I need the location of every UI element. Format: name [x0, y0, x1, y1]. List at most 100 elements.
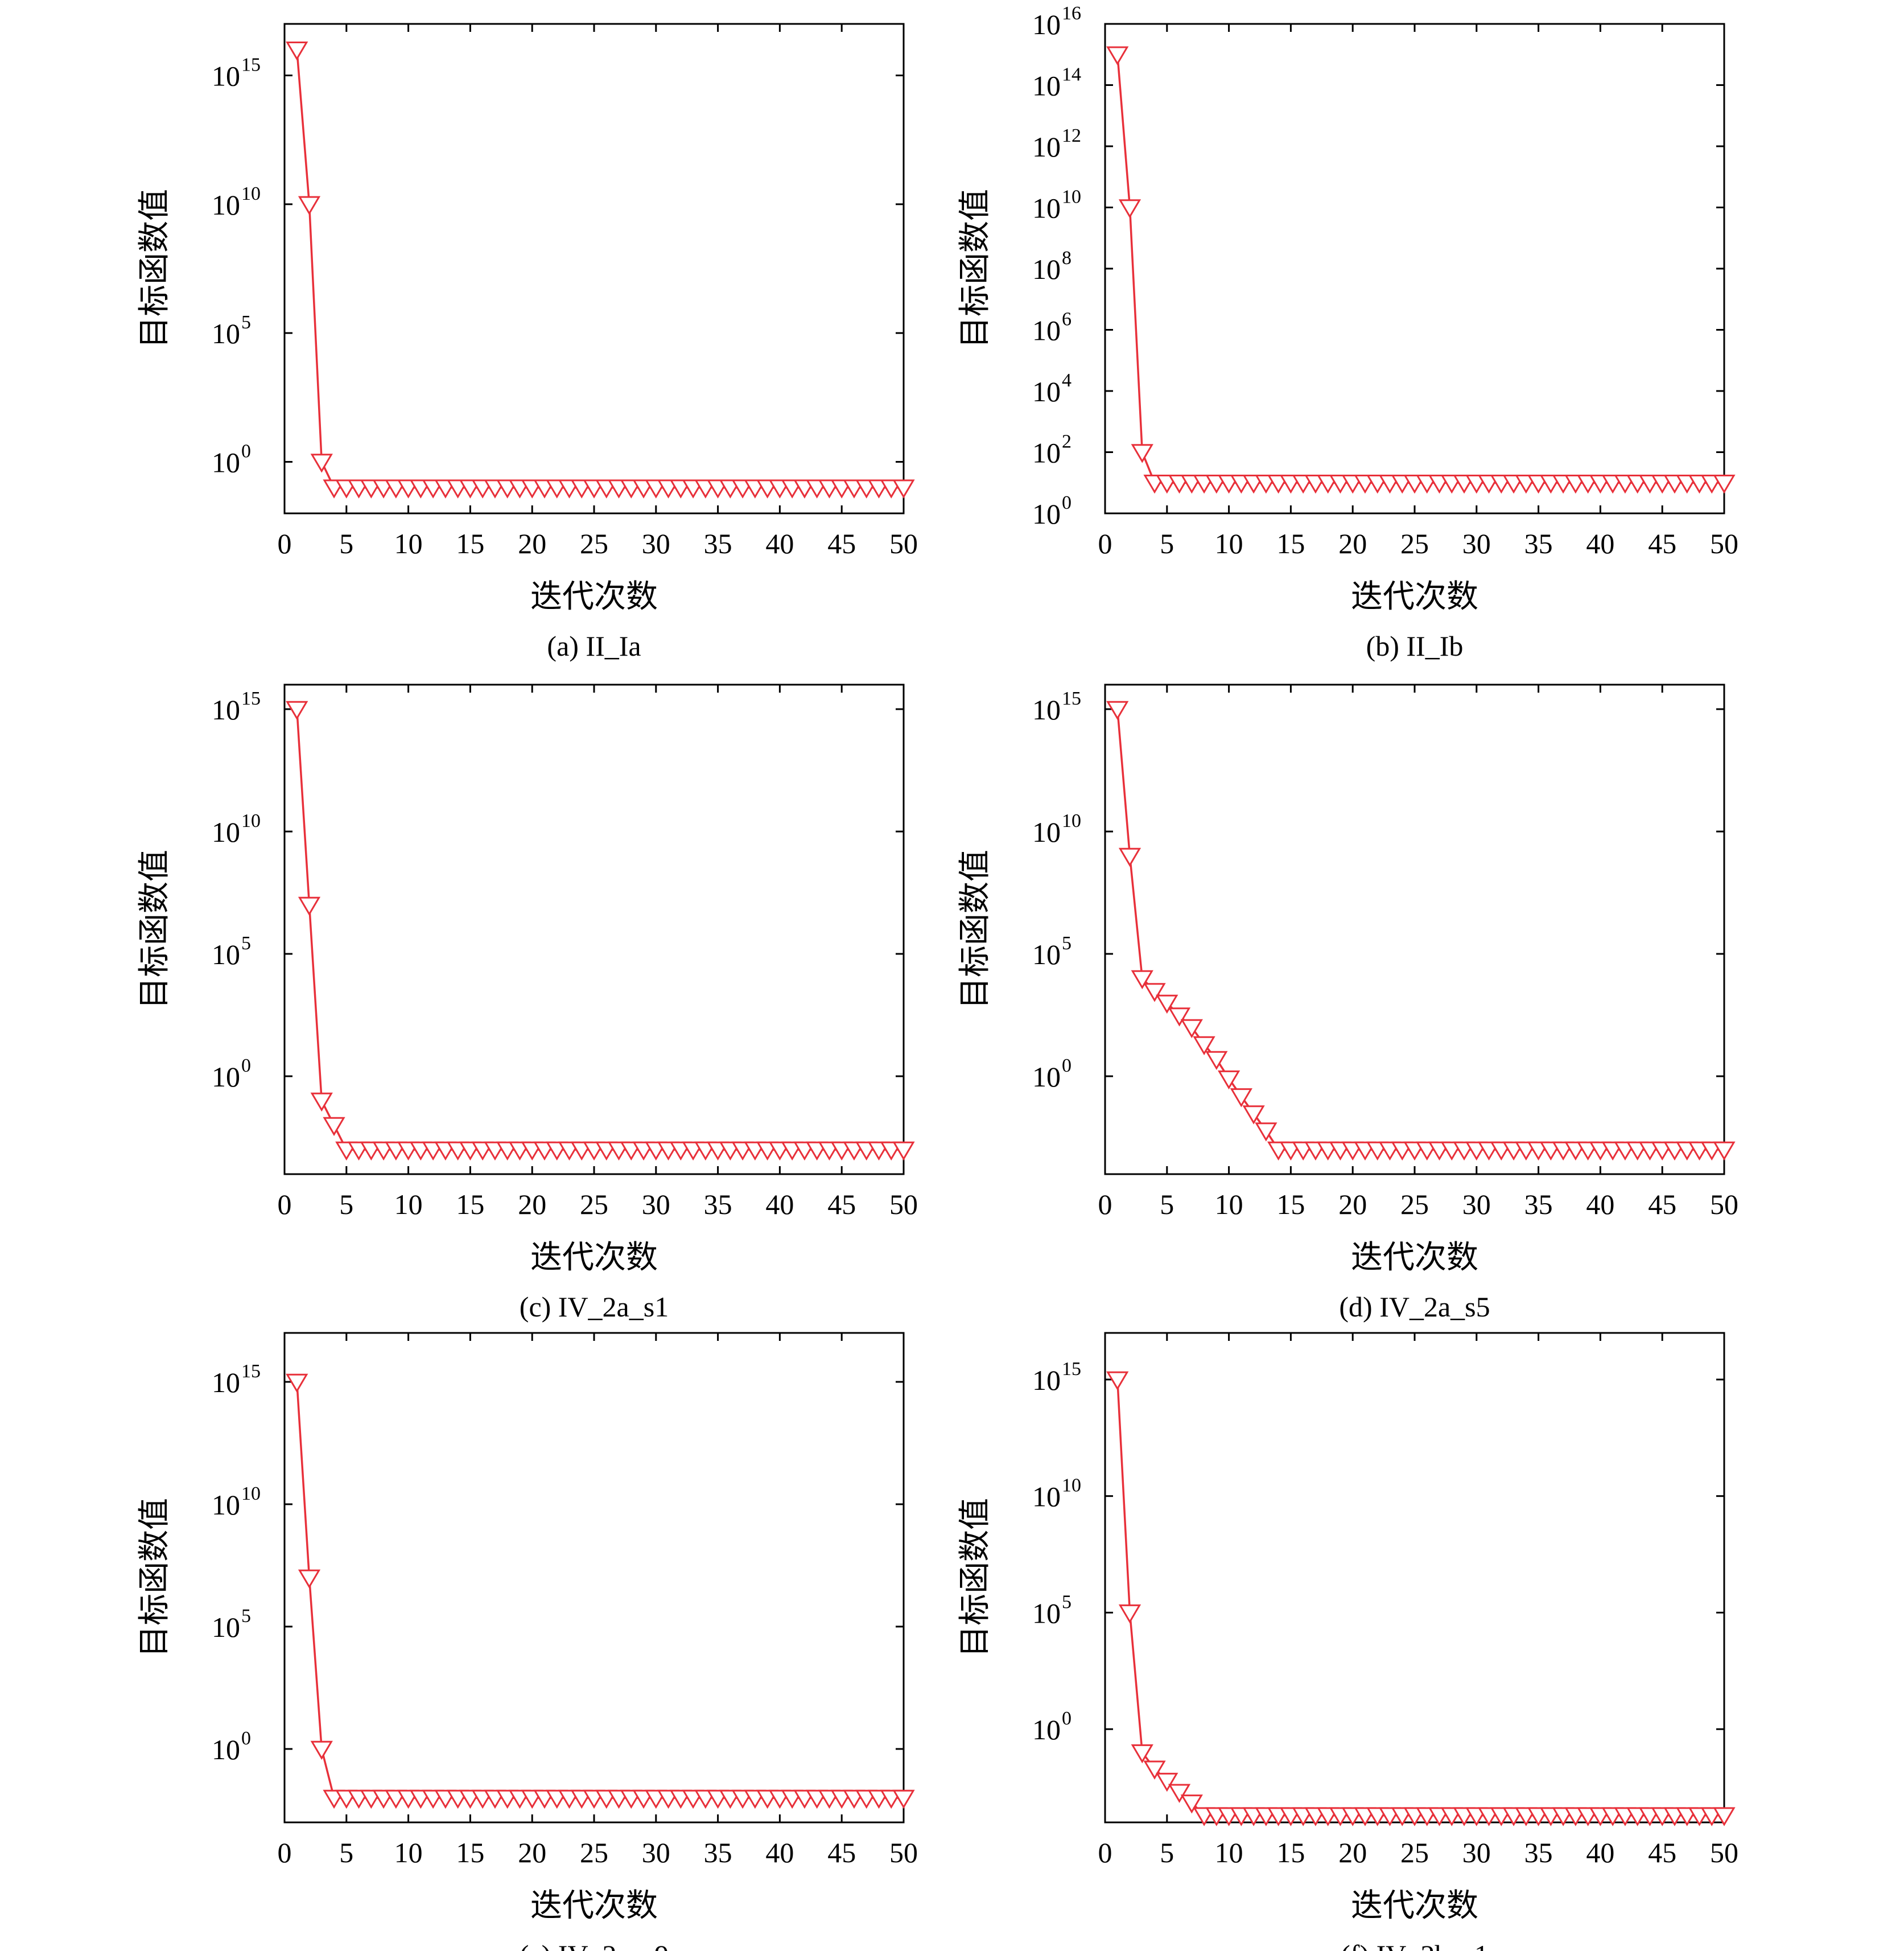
plot-frame: [1104, 1332, 1725, 1824]
x-tick-label: 5: [1160, 528, 1174, 559]
plot-frame: [283, 1332, 905, 1824]
plot-frame: [1104, 23, 1725, 514]
x-tick-label: 50: [1710, 528, 1738, 559]
y-tick-label: 10: [1032, 1597, 1061, 1629]
series-point: [310, 454, 333, 473]
x-tick-label: 40: [765, 528, 794, 559]
x-tick-label: 35: [1524, 528, 1553, 559]
series-point: [298, 196, 321, 215]
x-tick-label: 45: [827, 1837, 856, 1868]
x-tick-label: 20: [518, 1188, 546, 1220]
y-tick-exponent: 0: [241, 1728, 251, 1749]
y-tick-label: 10: [1032, 70, 1061, 102]
y-tick-label: 10: [1032, 498, 1061, 530]
x-tick-label: 35: [1524, 1837, 1553, 1868]
x-tick-label: 5: [1160, 1188, 1174, 1220]
y-tick-label: 10: [212, 939, 240, 970]
x-tick-label: 35: [704, 1837, 732, 1868]
series-point: [1131, 1744, 1153, 1764]
y-tick-exponent: 0: [241, 441, 251, 462]
x-tick-label: 10: [394, 1837, 423, 1868]
plot-frame: [283, 684, 905, 1175]
series-point: [1230, 1088, 1252, 1108]
series-line: [1116, 54, 1724, 484]
x-tick-label: 5: [339, 1837, 353, 1868]
x-tick-label: 0: [278, 528, 292, 559]
series-point: [1168, 1784, 1191, 1803]
y-tick-label: 10: [1032, 816, 1061, 848]
series-line: [296, 50, 904, 489]
x-tick-label: 15: [456, 1188, 484, 1220]
series-point: [1713, 1807, 1736, 1826]
y-tick-exponent: 15: [241, 55, 261, 76]
series-point: [1118, 1604, 1141, 1624]
x-tick-label: 45: [827, 528, 856, 559]
y-tick-label: 10: [212, 189, 240, 221]
y-tick-exponent: 16: [1062, 3, 1081, 24]
x-tick-label: 25: [580, 528, 608, 559]
y-tick-exponent: 12: [1062, 125, 1081, 146]
y-tick-exponent: 14: [1062, 64, 1081, 85]
series-point: [1713, 1141, 1736, 1161]
series-point: [298, 896, 321, 916]
y-tick-exponent: 10: [241, 810, 261, 832]
y-tick-label: 10: [1032, 376, 1061, 408]
y-tick-label: 10: [1032, 437, 1061, 469]
series-point: [1180, 1794, 1203, 1814]
y-tick-exponent: 0: [241, 1055, 251, 1076]
x-tick-label: 25: [1400, 1188, 1429, 1220]
x-tick-label: 15: [456, 528, 484, 559]
y-tick-exponent: 10: [241, 183, 261, 204]
series-point: [323, 1117, 345, 1137]
x-tick-label: 50: [889, 1837, 918, 1868]
series-point: [1217, 1070, 1241, 1090]
y-tick-exponent: 10: [241, 1483, 261, 1504]
y-tick-label: 10: [212, 694, 240, 726]
x-tick-label: 5: [339, 1188, 353, 1220]
x-axis-label: 迭代次数: [1351, 579, 1478, 615]
series-line: [1116, 709, 1724, 1151]
y-tick-exponent: 0: [1062, 492, 1071, 513]
y-tick-label: 10: [212, 816, 240, 848]
x-tick-label: 50: [1710, 1837, 1738, 1868]
x-tick-label: 0: [1098, 528, 1112, 559]
y-tick-exponent: 10: [1062, 1475, 1081, 1496]
series-line: [296, 709, 904, 1151]
series-point: [1168, 1007, 1191, 1027]
y-axis-label: 目标函数值: [958, 189, 993, 348]
y-tick-label: 10: [1032, 253, 1061, 285]
x-tick-label: 45: [1648, 528, 1676, 559]
y-tick-exponent: 0: [1062, 1708, 1071, 1729]
y-tick-label: 10: [1032, 1481, 1061, 1513]
x-tick-label: 40: [1586, 1837, 1614, 1868]
panel-caption: (a) II_Ia: [547, 630, 641, 662]
x-tick-label: 10: [1215, 1188, 1243, 1220]
series-point: [1193, 1036, 1215, 1056]
y-tick-exponent: 6: [1062, 309, 1071, 330]
x-tick-label: 45: [1648, 1188, 1676, 1220]
series-point: [1255, 1122, 1277, 1142]
y-tick-exponent: 10: [1062, 810, 1081, 832]
x-tick-label: 15: [1276, 1837, 1305, 1868]
y-tick-exponent: 5: [1062, 1591, 1071, 1612]
series-point: [1131, 970, 1153, 990]
x-tick-label: 25: [1400, 528, 1429, 559]
x-tick-label: 10: [394, 528, 423, 559]
plot-frame: [1104, 684, 1725, 1175]
y-tick-exponent: 15: [1062, 688, 1081, 709]
series-point: [1205, 1051, 1228, 1071]
y-tick-label: 10: [1032, 1364, 1061, 1396]
x-tick-label: 10: [1215, 528, 1243, 559]
y-axis-label: 目标函数值: [958, 1498, 993, 1657]
y-axis-label: 目标函数值: [958, 850, 993, 1009]
series-point: [892, 1789, 915, 1809]
series-point: [1156, 1772, 1178, 1792]
y-tick-exponent: 10: [1062, 187, 1081, 208]
y-tick-exponent: 15: [1062, 1359, 1081, 1380]
